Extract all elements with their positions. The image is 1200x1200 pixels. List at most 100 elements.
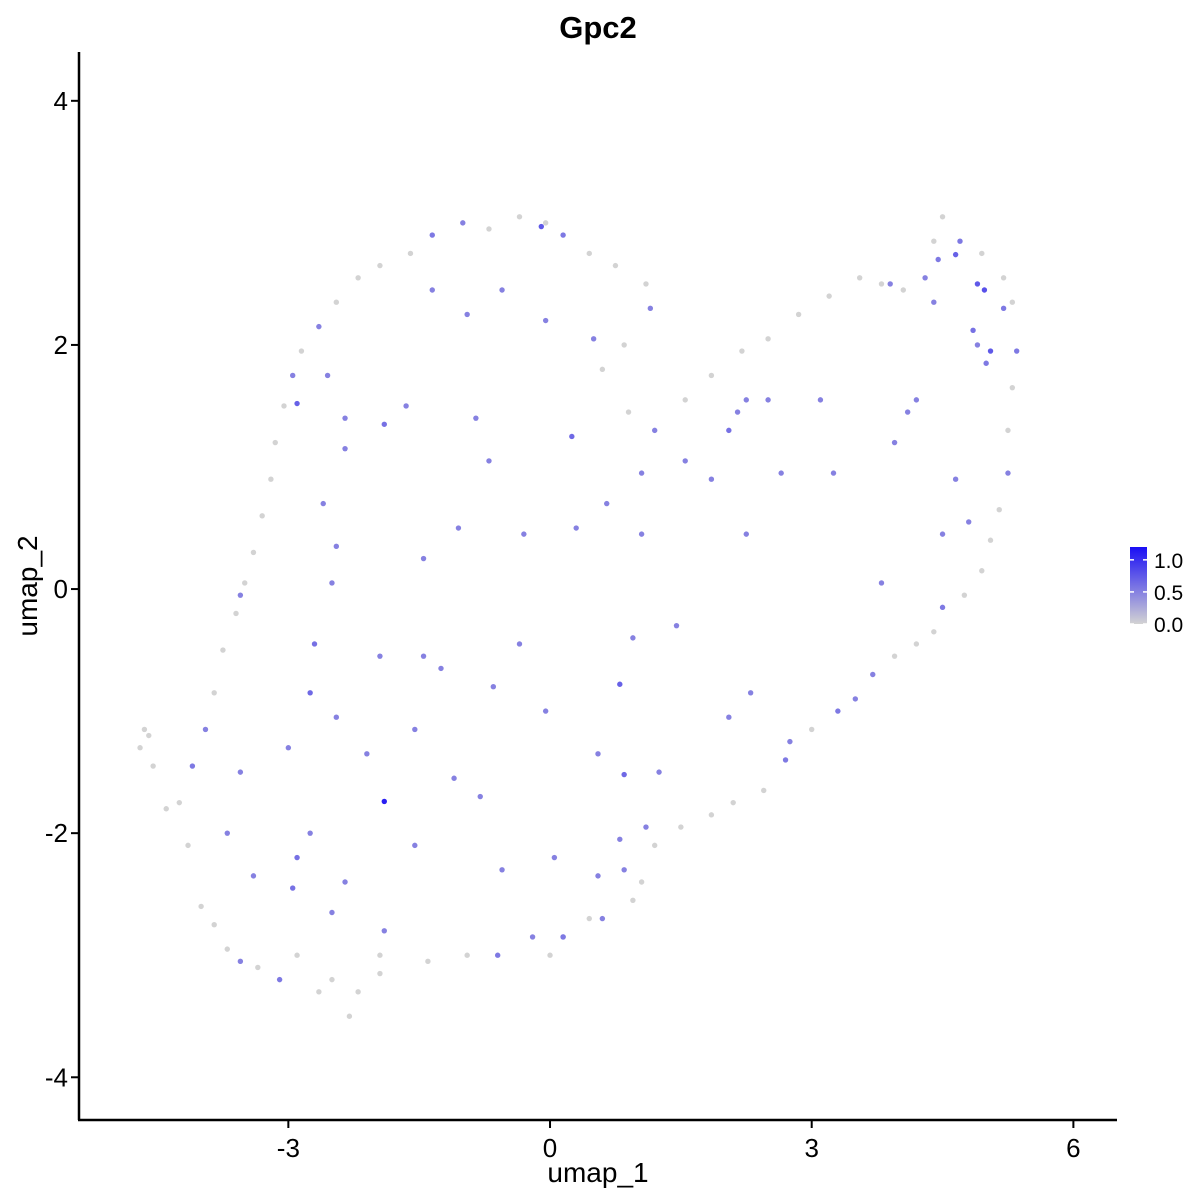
data-point bbox=[150, 763, 156, 769]
data-point bbox=[599, 366, 606, 373]
data-point bbox=[638, 531, 645, 537]
data-point bbox=[952, 251, 959, 258]
data-point bbox=[224, 830, 230, 836]
data-point bbox=[464, 311, 470, 318]
data-point bbox=[961, 592, 968, 598]
data-point bbox=[795, 311, 802, 318]
data-point bbox=[1000, 305, 1007, 312]
data-point bbox=[237, 592, 244, 598]
data-point bbox=[708, 476, 715, 482]
data-point bbox=[198, 903, 204, 910]
data-point bbox=[455, 525, 462, 531]
data-point bbox=[595, 751, 601, 757]
data-point bbox=[290, 372, 296, 379]
data-point bbox=[551, 854, 558, 861]
data-point bbox=[979, 250, 985, 257]
data-point bbox=[490, 683, 497, 690]
data-point bbox=[542, 708, 549, 714]
data-point bbox=[364, 751, 370, 757]
data-point bbox=[730, 799, 736, 806]
colorbar-tick-label: 0.5 bbox=[1154, 582, 1183, 605]
data-point bbox=[931, 629, 937, 635]
data-point bbox=[1005, 470, 1011, 476]
colorbar bbox=[1130, 547, 1147, 624]
data-point bbox=[726, 714, 732, 720]
data-point bbox=[542, 220, 549, 226]
data-point bbox=[826, 293, 832, 299]
data-point bbox=[878, 580, 885, 586]
data-point bbox=[294, 854, 300, 861]
data-point bbox=[1009, 384, 1016, 391]
data-point bbox=[272, 439, 278, 446]
data-point bbox=[294, 952, 300, 958]
data-point bbox=[438, 665, 444, 672]
data-point bbox=[237, 958, 244, 965]
data-point bbox=[743, 397, 749, 403]
data-point bbox=[185, 842, 191, 849]
data-point bbox=[778, 470, 784, 476]
data-point bbox=[429, 287, 435, 293]
data-point bbox=[621, 867, 627, 873]
data-point bbox=[342, 415, 348, 421]
y-tick-label: -4 bbox=[45, 1062, 68, 1092]
data-point bbox=[560, 934, 566, 940]
data-point bbox=[1000, 275, 1007, 281]
data-point bbox=[560, 232, 566, 238]
y-tick-label: 2 bbox=[54, 330, 68, 360]
data-point bbox=[403, 403, 409, 409]
data-point bbox=[233, 610, 239, 617]
data-point bbox=[852, 696, 859, 702]
data-point bbox=[996, 507, 1002, 513]
data-point bbox=[516, 214, 523, 220]
y-axis-title: umap_2 bbox=[12, 535, 43, 636]
data-point bbox=[682, 397, 688, 403]
data-point bbox=[211, 922, 217, 928]
data-point bbox=[381, 798, 387, 805]
data-point bbox=[595, 873, 601, 879]
data-point bbox=[638, 470, 645, 476]
data-point bbox=[290, 885, 296, 891]
data-point bbox=[407, 250, 414, 257]
x-axis-ticks: -3 0 3 6 bbox=[277, 1120, 1081, 1163]
data-point bbox=[333, 299, 340, 305]
data-point bbox=[974, 342, 981, 348]
data-point bbox=[137, 745, 143, 751]
data-point bbox=[346, 1013, 353, 1019]
data-point bbox=[656, 769, 662, 775]
x-tick-label: -3 bbox=[277, 1133, 300, 1163]
data-point bbox=[307, 830, 313, 836]
data-point bbox=[377, 653, 383, 659]
data-point bbox=[878, 281, 885, 287]
data-point bbox=[739, 348, 745, 354]
data-point bbox=[420, 555, 427, 562]
data-point bbox=[211, 690, 217, 696]
data-point bbox=[311, 641, 318, 647]
data-point bbox=[913, 641, 920, 647]
data-point bbox=[651, 427, 658, 434]
data-point bbox=[499, 867, 505, 873]
data-point bbox=[521, 531, 527, 537]
data-point bbox=[643, 824, 649, 830]
data-point bbox=[486, 226, 492, 232]
data-point bbox=[355, 275, 361, 281]
data-point bbox=[931, 238, 937, 244]
data-point bbox=[957, 238, 963, 244]
data-point bbox=[250, 873, 257, 879]
data-point bbox=[922, 275, 928, 281]
data-point bbox=[974, 281, 981, 287]
data-point bbox=[673, 622, 680, 629]
data-point bbox=[817, 397, 824, 403]
data-point bbox=[381, 421, 387, 427]
data-point bbox=[324, 372, 331, 379]
data-point bbox=[316, 989, 322, 995]
colorbar-legend: 1.0 0.5 0.0 bbox=[1130, 547, 1183, 637]
data-point bbox=[638, 879, 645, 885]
data-point bbox=[939, 604, 946, 611]
data-point bbox=[747, 690, 754, 696]
data-point bbox=[887, 281, 893, 287]
data-point bbox=[765, 336, 771, 342]
data-point bbox=[381, 928, 387, 934]
data-point bbox=[856, 275, 863, 281]
data-point bbox=[647, 305, 654, 312]
data-point bbox=[486, 458, 492, 464]
